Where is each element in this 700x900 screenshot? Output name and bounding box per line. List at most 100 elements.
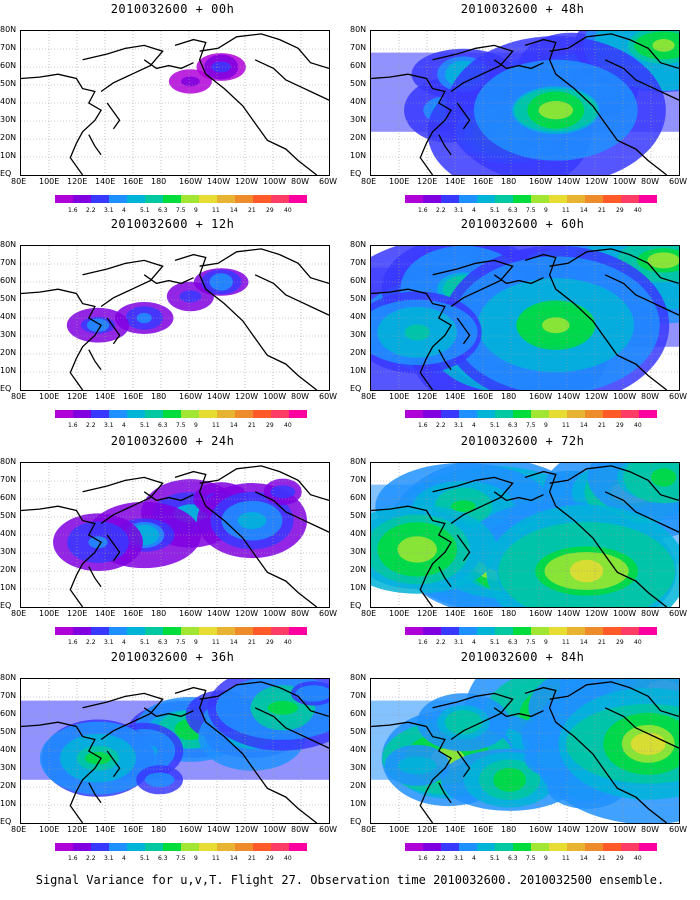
variance-contour bbox=[181, 76, 200, 87]
coastline bbox=[432, 476, 514, 525]
colorbar-label: 40 bbox=[634, 855, 642, 862]
colorbar-swatch bbox=[549, 627, 567, 635]
lon-tick-label: 80E bbox=[11, 177, 27, 186]
lat-tick-label: 40N bbox=[0, 312, 17, 321]
colorbar-label: 1.6 bbox=[68, 639, 78, 646]
colorbar-label: 1.6 bbox=[418, 422, 428, 429]
colorbar-swatch bbox=[73, 627, 91, 635]
panel-title: 2010032600 + 36h bbox=[110, 650, 235, 664]
coastline bbox=[21, 505, 103, 607]
colorbar-swatch bbox=[441, 843, 459, 851]
lat-tick-label: 30N bbox=[0, 330, 17, 339]
colorbar bbox=[55, 843, 307, 851]
lat-tick-label: 30N bbox=[350, 330, 367, 339]
colorbar-swatch bbox=[603, 195, 621, 203]
lat-tick-label: 60N bbox=[350, 61, 367, 70]
lon-tick-label: 100E bbox=[39, 392, 60, 401]
colorbar-swatch bbox=[181, 843, 199, 851]
colorbar-label: 3.1 bbox=[104, 422, 114, 429]
colorbar-swatch bbox=[163, 195, 181, 203]
lat-tick-label: EQ bbox=[350, 817, 362, 826]
colorbar-label: 14 bbox=[230, 855, 238, 862]
colorbar-swatch bbox=[477, 195, 495, 203]
lon-tick-label: 120W bbox=[585, 825, 609, 834]
variance-contour bbox=[451, 500, 476, 512]
lat-tick-label: EQ bbox=[0, 817, 12, 826]
colorbar-swatch bbox=[199, 410, 217, 418]
colorbar-swatch bbox=[531, 410, 549, 418]
variance-contour bbox=[397, 536, 437, 563]
colorbar-swatch bbox=[199, 195, 217, 203]
colorbar-swatch bbox=[163, 843, 181, 851]
lat-tick-label: 80N bbox=[0, 457, 17, 466]
colorbar-swatch bbox=[181, 195, 199, 203]
panel-title: 2010032600 + 72h bbox=[460, 434, 585, 448]
coastline bbox=[438, 349, 452, 371]
lat-tick-label: 70N bbox=[350, 258, 367, 267]
lat-tick-label: 80N bbox=[0, 25, 17, 34]
colorbar-swatch bbox=[477, 627, 495, 635]
lon-tick-label: 100E bbox=[389, 825, 410, 834]
lat-tick-label: 20N bbox=[0, 348, 17, 357]
colorbar-swatch bbox=[495, 195, 513, 203]
lat-tick-label: 80N bbox=[350, 240, 367, 249]
colorbar-swatch bbox=[621, 195, 639, 203]
coastline bbox=[88, 566, 102, 588]
lat-tick-label: 30N bbox=[350, 763, 367, 772]
colorbar-label: 5.1 bbox=[140, 207, 150, 214]
lon-tick-label: 100W bbox=[263, 825, 287, 834]
panel-84h: 2010032600 + 84h 80N 70N 60N 50N 40N 30N 20N 10N… bbox=[350, 648, 695, 866]
colorbar-label: 3.1 bbox=[454, 855, 464, 862]
colorbar-label: 6.3 bbox=[158, 855, 168, 862]
colorbar-label: 11 bbox=[562, 639, 570, 646]
colorbar-label: 11 bbox=[212, 639, 220, 646]
lon-tick-label: 80E bbox=[11, 392, 27, 401]
variance-contour bbox=[652, 39, 675, 52]
coastline bbox=[143, 707, 194, 718]
variance-contour bbox=[404, 324, 430, 341]
lon-tick-label: 80W bbox=[291, 177, 310, 186]
lat-tick-label: 10N bbox=[350, 799, 367, 808]
colorbar-swatch bbox=[235, 195, 253, 203]
colorbar-label: 3.1 bbox=[454, 422, 464, 429]
coastline bbox=[456, 102, 471, 130]
lon-tick-label: 100E bbox=[389, 609, 410, 618]
coastline bbox=[604, 491, 679, 533]
colorbar-swatch bbox=[181, 627, 199, 635]
colorbar-label: 11 bbox=[562, 422, 570, 429]
colorbar-swatch bbox=[181, 410, 199, 418]
lon-tick-label: 60W bbox=[319, 825, 338, 834]
coastline bbox=[143, 491, 194, 502]
coastline bbox=[493, 59, 544, 70]
coastline bbox=[143, 59, 194, 70]
colorbar-label: 7.5 bbox=[526, 855, 536, 862]
variance-field bbox=[21, 679, 329, 823]
colorbar-label: 5.1 bbox=[490, 422, 500, 429]
lon-tick-label: 100W bbox=[263, 609, 287, 618]
colorbar-label: 3.1 bbox=[454, 639, 464, 646]
variance-contour bbox=[630, 732, 666, 755]
colorbar-swatch bbox=[621, 627, 639, 635]
colorbar-label: 4 bbox=[122, 639, 126, 646]
panel-title: 2010032600 + 84h bbox=[460, 650, 585, 664]
lon-tick-label: 80W bbox=[291, 392, 310, 401]
colorbar-swatch bbox=[289, 843, 307, 851]
lat-tick-label: 30N bbox=[0, 115, 17, 124]
colorbar-label: 29 bbox=[266, 422, 274, 429]
coastline bbox=[21, 73, 103, 175]
lat-tick-label: 60N bbox=[350, 493, 367, 502]
lon-tick-label: 60W bbox=[319, 609, 338, 618]
colorbar-label: 4 bbox=[122, 422, 126, 429]
lon-tick-label: 180 bbox=[151, 177, 167, 186]
lon-tick-label: 160W bbox=[179, 177, 203, 186]
colorbar-label: 29 bbox=[616, 639, 624, 646]
colorbar-swatch bbox=[549, 195, 567, 203]
variance-field bbox=[371, 679, 679, 823]
lon-tick-label: 60W bbox=[669, 392, 688, 401]
colorbar-swatch bbox=[109, 410, 127, 418]
colorbar-label: 2.2 bbox=[86, 422, 96, 429]
colorbar bbox=[55, 195, 307, 203]
lon-tick-label: 160W bbox=[179, 392, 203, 401]
colorbar-label: 2.2 bbox=[86, 207, 96, 214]
colorbar-label: 40 bbox=[634, 207, 642, 214]
